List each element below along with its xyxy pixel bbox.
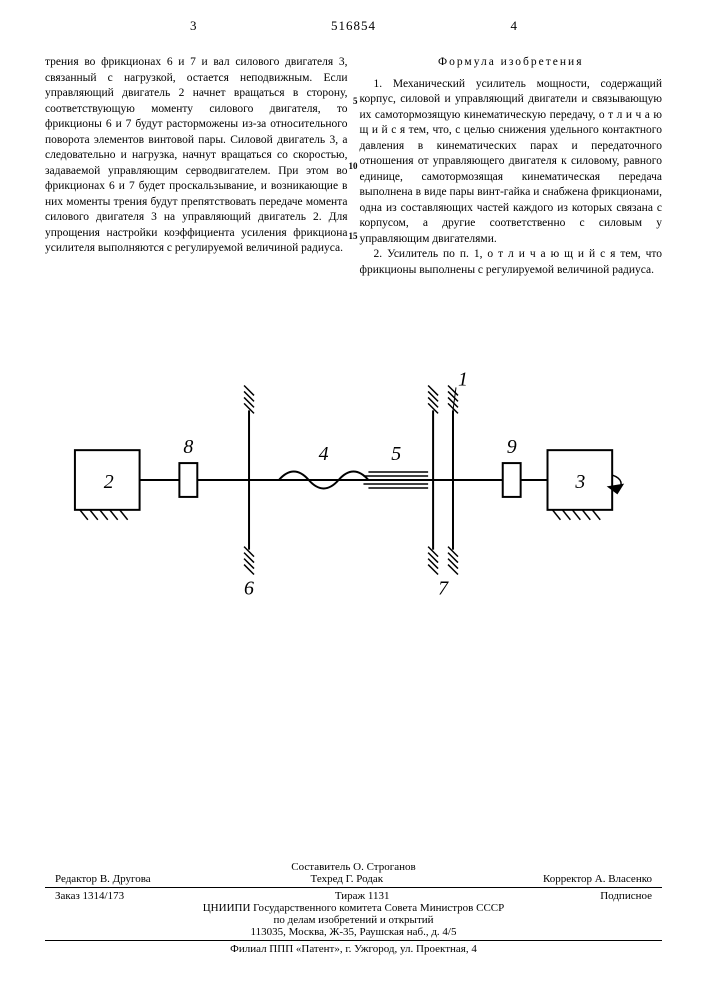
editor: Редактор В. Другова	[55, 873, 151, 885]
page-number-right: 4	[511, 18, 518, 34]
right-column: Формула изобретения 1. Механический усил…	[360, 55, 663, 278]
claim-2: 2. Усилитель по п. 1, о т л и ч а ю щ и …	[360, 247, 663, 278]
order-number: Заказ 1314/173	[55, 890, 124, 902]
line-marker-5: 5	[353, 95, 358, 107]
techred: Техред Г. Родак	[311, 873, 384, 885]
label-1: 1	[458, 368, 468, 390]
claims-heading: Формула изобретения	[360, 55, 663, 71]
document-number: 516854	[331, 18, 376, 34]
org-line-1: ЦНИИПИ Государственного комитета Совета …	[45, 902, 662, 914]
address-1: 113035, Москва, Ж-35, Раушская наб., д. …	[45, 926, 662, 938]
text-columns: трения во фрикционах 6 и 7 и вал силовог…	[45, 55, 662, 278]
label-8: 8	[183, 436, 193, 458]
mechanism-diagram: 2 3 8 9 4 5 6 7 1	[60, 355, 647, 605]
label-2: 2	[104, 471, 114, 493]
footer: Составитель О. Строганов Редактор В. Дру…	[45, 861, 662, 955]
label-7: 7	[438, 577, 449, 599]
figure: 2 3 8 9 4 5 6 7 1	[60, 355, 647, 605]
line-marker-10: 10	[349, 160, 358, 172]
label-9: 9	[507, 436, 517, 458]
claim-1: 1. Механический усилитель мощности, соде…	[360, 77, 663, 248]
corrector: Корректор А. Власенко	[543, 873, 652, 885]
left-column: трения во фрикционах 6 и 7 и вал силовог…	[45, 55, 348, 278]
podpisnoe: Подписное	[600, 890, 652, 902]
label-5: 5	[391, 443, 401, 465]
left-column-text: трения во фрикционах 6 и 7 и вал силовог…	[45, 56, 348, 254]
label-6: 6	[244, 577, 254, 599]
label-3: 3	[574, 471, 585, 493]
label-4: 4	[319, 443, 329, 465]
org-line-2: по делам изобретений и открытий	[45, 914, 662, 926]
line-marker-15: 15	[349, 230, 358, 242]
tirazh: Тираж 1131	[335, 890, 390, 902]
address-2: Филиал ППП «Патент», г. Ужгород, ул. Про…	[45, 943, 662, 955]
page-number-left: 3	[190, 18, 197, 34]
compiler-line: Составитель О. Строганов	[45, 861, 662, 873]
